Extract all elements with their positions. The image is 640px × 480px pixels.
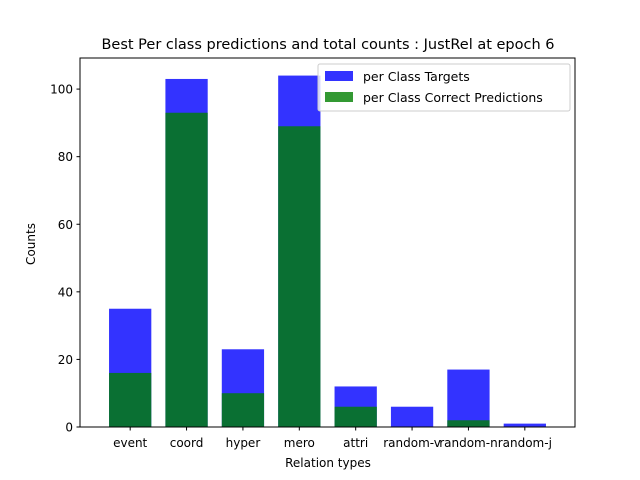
plot-frame	[79, 57, 576, 428]
correct-bar-event	[109, 372, 152, 427]
x-tick-label: coord	[170, 436, 204, 450]
x-tick-label: random-j	[498, 436, 552, 450]
correct-bar-mero	[278, 126, 321, 427]
correct-bar-attri	[334, 406, 377, 427]
legend-swatch	[325, 92, 353, 102]
y-tick-label: 40	[58, 285, 73, 299]
y-tick-label: 80	[58, 150, 73, 164]
x-tick-label: event	[113, 436, 147, 450]
correct-bar-hyper	[221, 393, 265, 427]
x-tick-label: mero	[284, 436, 315, 450]
x-axis-title: Relation types	[285, 456, 371, 470]
x-axis: event coord hyper mero attri random-vrandom-n…	[113, 427, 552, 450]
y-tick-label: 0	[65, 421, 73, 435]
y-axis: 0 20 40 60 80 100	[50, 83, 80, 435]
y-tick-label: 20	[58, 353, 73, 367]
target-bar-random-j	[503, 423, 546, 427]
legend-swatch	[325, 71, 353, 81]
y-axis-title: Counts	[24, 223, 38, 265]
legend-box	[317, 63, 571, 112]
legend: per Class Targets per Class Correct Predi…	[317, 63, 571, 112]
legend-label: per Class Correct Predictions	[363, 90, 543, 105]
legend-label: per Class Targets	[363, 69, 470, 84]
bars-layer	[109, 75, 546, 428]
target-bar-random-v	[390, 406, 434, 427]
y-tick-label: 60	[58, 218, 73, 232]
x-tick-label: random-n	[439, 436, 497, 450]
y-tick-label: 100	[50, 83, 73, 97]
target-bar-random-n	[447, 369, 490, 427]
x-tick-label: hyper	[226, 436, 261, 450]
chart-title: Best Per class predictions and total cou…	[101, 37, 554, 53]
x-tick-label: random-v	[383, 436, 441, 450]
x-tick-label: attri	[343, 436, 368, 450]
correct-bar-coord	[165, 112, 208, 427]
correct-bar-random-n	[447, 420, 490, 427]
